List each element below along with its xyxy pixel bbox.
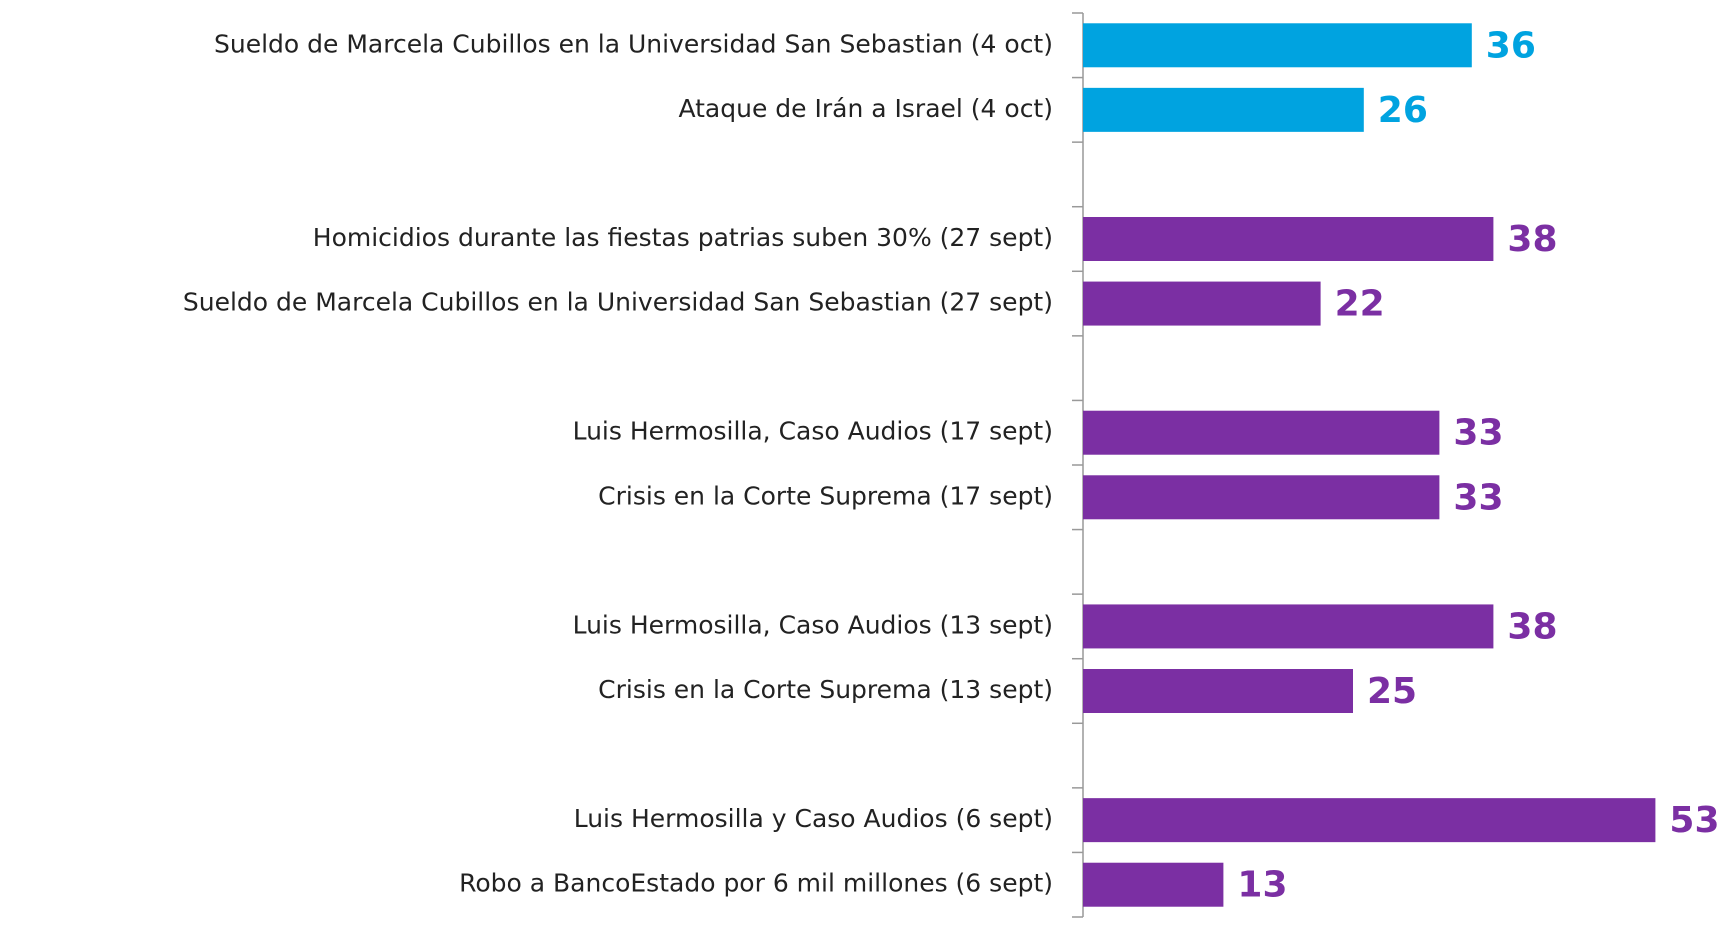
value-label: 33	[1453, 413, 1503, 454]
bar	[1083, 87, 1364, 132]
category-label: Crisis en la Corte Suprema (13 sept)	[598, 675, 1053, 704]
bar	[1083, 862, 1224, 907]
category-label: Homicidios durante las fiestas patrias s…	[313, 223, 1053, 252]
value-label: 22	[1335, 284, 1385, 325]
value-label: 38	[1507, 606, 1557, 647]
value-label: 33	[1453, 477, 1503, 518]
bar	[1083, 410, 1440, 455]
category-label: Sueldo de Marcela Cubillos en la Univers…	[183, 288, 1053, 317]
value-label: 25	[1367, 671, 1417, 712]
category-label: Luis Hermosilla, Caso Audios (17 sept)	[573, 417, 1053, 446]
category-label: Crisis en la Corte Suprema (17 sept)	[598, 481, 1053, 510]
category-label: Luis Hermosilla y Caso Audios (6 sept)	[574, 804, 1053, 833]
value-label: 26	[1378, 90, 1428, 131]
bar	[1083, 281, 1321, 326]
category-label: Luis Hermosilla, Caso Audios (13 sept)	[573, 610, 1053, 639]
bar	[1083, 798, 1656, 843]
category-label: Robo a BancoEstado por 6 mil millones (6…	[459, 869, 1053, 898]
value-label: 38	[1507, 219, 1557, 260]
bar	[1083, 669, 1353, 713]
value-label: 53	[1669, 800, 1719, 841]
value-label: 36	[1486, 25, 1536, 66]
bar	[1083, 23, 1472, 68]
bar	[1083, 217, 1494, 261]
category-label: Sueldo de Marcela Cubillos en la Univers…	[214, 29, 1053, 58]
bar	[1083, 604, 1494, 649]
bar	[1083, 475, 1440, 520]
value-label: 13	[1237, 865, 1287, 906]
category-label: Ataque de Irán a Israel (4 oct)	[678, 94, 1053, 123]
